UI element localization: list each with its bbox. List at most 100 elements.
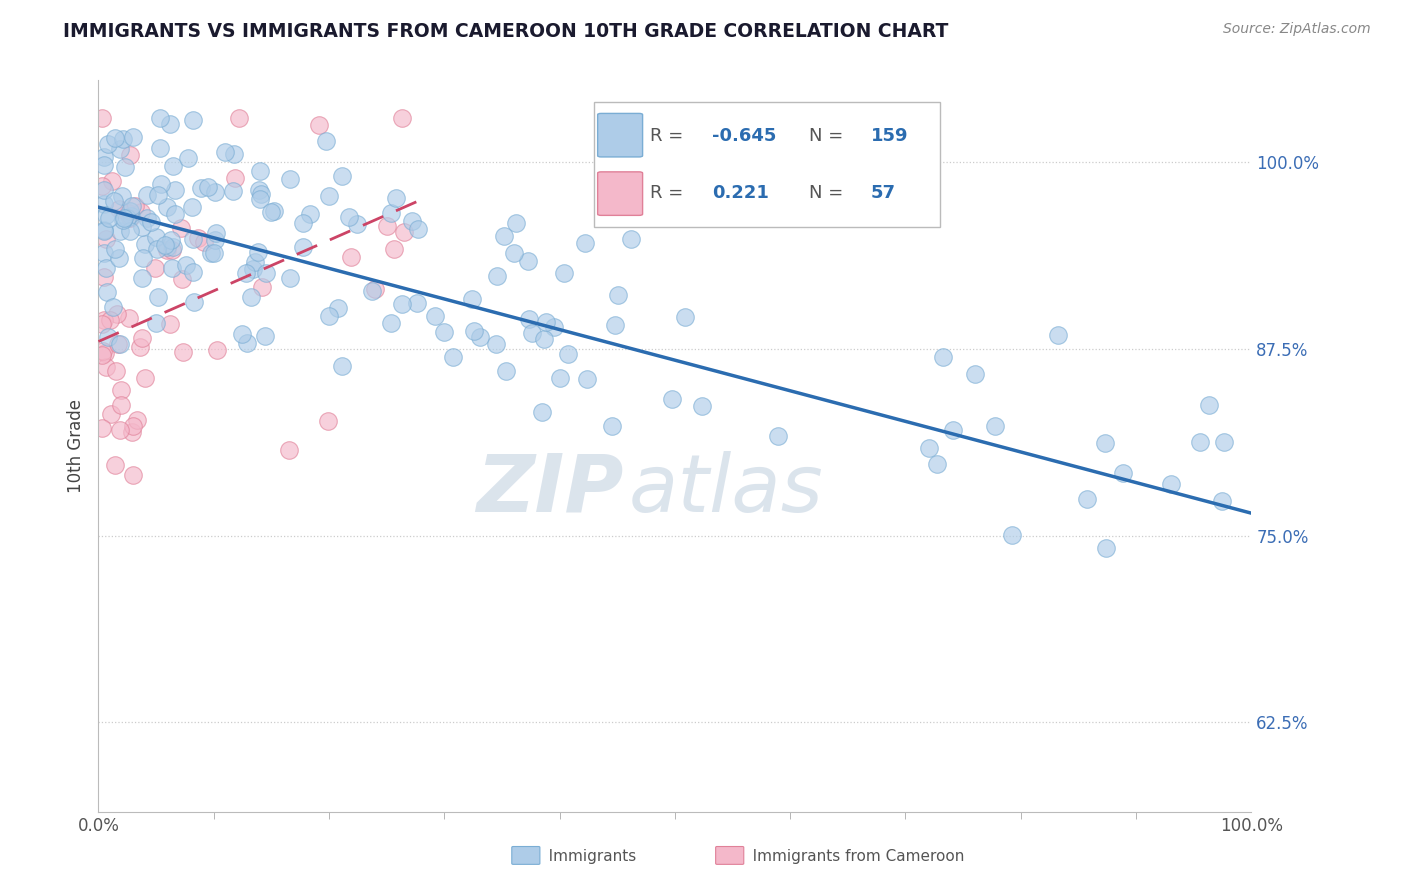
Point: [146, 242, 169, 256]
Point: [927, 457, 949, 471]
Point: [91, 343, 114, 358]
Point: [204, 233, 226, 247]
Point: [162, 159, 184, 173]
Point: [160, 234, 183, 248]
Point: [260, 205, 283, 219]
Point: [224, 171, 246, 186]
Point: [375, 219, 398, 234]
Point: [94, 360, 117, 375]
Point: [115, 211, 138, 226]
Point: [122, 419, 145, 434]
Point: [517, 312, 540, 326]
Text: IMMIGRANTS VS IMMIGRANTS FROM CAMEROON 10TH GRADE CORRELATION CHART: IMMIGRANTS VS IMMIGRANTS FROM CAMEROON 1…: [63, 22, 949, 41]
Point: [96, 232, 118, 246]
Point: [543, 319, 565, 334]
Point: [204, 185, 226, 199]
Y-axis label: 10th Grade: 10th Grade: [67, 399, 86, 493]
Point: [330, 359, 353, 373]
Point: [90, 420, 112, 434]
Point: [1094, 541, 1116, 555]
Point: [93, 270, 115, 285]
Point: [129, 204, 152, 219]
Point: [181, 112, 204, 127]
Point: [120, 147, 142, 161]
Point: [105, 364, 128, 378]
Point: [143, 260, 166, 275]
Point: [380, 206, 402, 220]
Point: [97, 136, 120, 151]
Point: [202, 246, 225, 260]
Point: [93, 246, 115, 260]
Point: [1160, 476, 1182, 491]
Point: [531, 405, 554, 419]
Point: [1076, 491, 1098, 506]
Point: [492, 228, 515, 243]
Point: [108, 423, 131, 437]
Point: [165, 207, 187, 221]
Point: [340, 250, 363, 264]
Point: [145, 230, 167, 244]
Point: [118, 211, 141, 226]
Point: [155, 238, 177, 252]
Point: [963, 367, 986, 381]
Point: [391, 297, 413, 311]
Point: [205, 343, 228, 357]
Text: ZIP: ZIP: [475, 450, 623, 529]
Point: [263, 203, 285, 218]
Point: [243, 254, 266, 268]
Point: [112, 211, 135, 225]
Point: [235, 266, 257, 280]
Point: [190, 181, 212, 195]
Point: [690, 399, 713, 413]
Point: [112, 213, 135, 227]
Point: [768, 429, 790, 443]
Point: [495, 364, 517, 378]
Point: [361, 284, 384, 298]
Point: [249, 164, 271, 178]
Point: [254, 266, 277, 280]
Point: [200, 246, 222, 260]
Point: [661, 392, 683, 406]
Text: atlas: atlas: [628, 450, 824, 529]
Point: [131, 251, 153, 265]
Point: [239, 290, 262, 304]
Point: [205, 226, 228, 240]
Point: [150, 177, 173, 191]
Point: [197, 179, 219, 194]
Point: [441, 351, 464, 365]
Point: [291, 216, 314, 230]
Point: [932, 350, 955, 364]
Point: [93, 313, 115, 327]
Point: [146, 188, 169, 202]
Point: [423, 309, 446, 323]
Point: [505, 216, 527, 230]
Point: [110, 143, 132, 157]
Point: [391, 111, 413, 125]
Point: [983, 419, 1005, 434]
Point: [108, 336, 131, 351]
Point: [250, 279, 273, 293]
Point: [169, 221, 191, 235]
Point: [330, 169, 353, 184]
Point: [461, 292, 484, 306]
Point: [105, 307, 128, 321]
Point: [139, 214, 162, 228]
Point: [159, 117, 181, 131]
Point: [131, 271, 153, 285]
Point: [160, 261, 183, 276]
Point: [463, 324, 485, 338]
Point: [221, 184, 243, 198]
Point: [120, 224, 142, 238]
Point: [103, 194, 125, 209]
Point: [107, 336, 129, 351]
Point: [103, 458, 125, 472]
Point: [249, 187, 271, 202]
Point: [384, 242, 406, 256]
Point: [104, 130, 127, 145]
Point: [222, 147, 245, 161]
Text: Immigrants: Immigrants: [534, 849, 637, 863]
Point: [181, 265, 204, 279]
Point: [121, 199, 143, 213]
Point: [108, 202, 131, 216]
Text: Immigrants from Cameroon: Immigrants from Cameroon: [738, 849, 965, 863]
